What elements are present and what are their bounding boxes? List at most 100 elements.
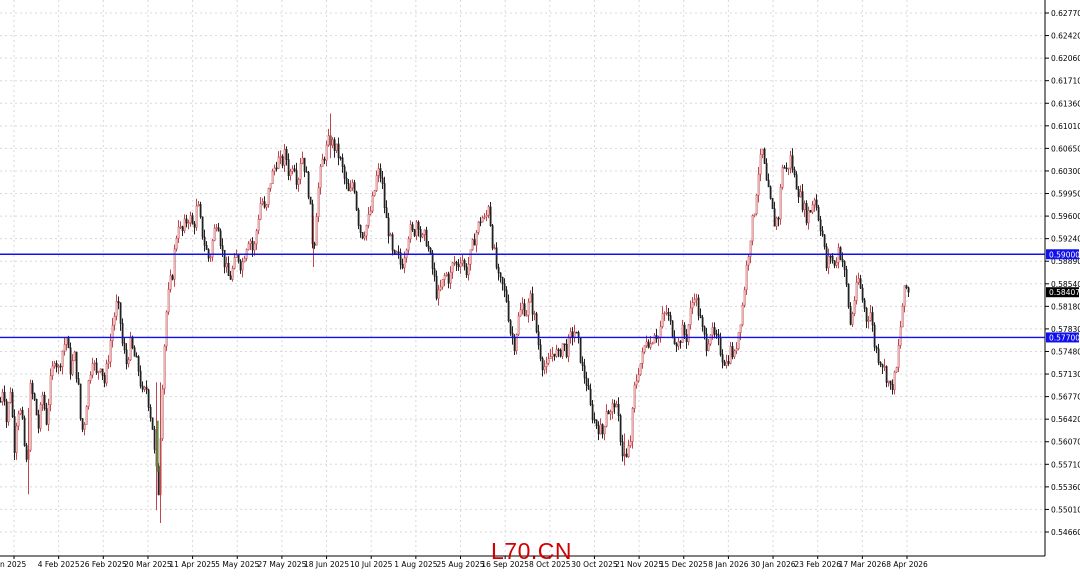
candle [813,197,816,212]
candle [689,300,692,330]
y-tick-label: 0.62420 [1051,32,1080,41]
candle-body [503,283,506,291]
candle-body [425,229,428,247]
candle-body [17,413,20,427]
candle [419,226,422,243]
y-tick-label: 0.56070 [1051,438,1080,447]
candle-body [583,365,586,379]
candle-body [429,248,432,254]
candle-body [595,419,598,427]
candle-body [761,148,764,155]
candle-body [97,371,100,374]
candle [247,241,250,251]
candle [743,286,746,308]
candle-body [715,333,718,336]
candle [189,211,192,227]
candle-body [561,343,564,357]
y-tick-label: 0.58180 [1051,302,1080,311]
candle-body [517,315,520,335]
candle-body [825,246,828,269]
candle-body [467,263,470,276]
candle-body [443,275,446,280]
candle-body [151,417,154,430]
candle [279,150,282,165]
candle-body [605,411,608,427]
candle-body [799,191,802,198]
candle-body [341,157,344,167]
candle [509,319,512,336]
candle-body [29,382,32,451]
candle-body [331,139,334,146]
candle-body [873,324,876,348]
candle [313,241,316,249]
candle [713,322,716,339]
candle [643,345,646,355]
candle [171,274,174,281]
candle [353,179,356,194]
candle [697,294,700,321]
candle [3,385,6,406]
candle [825,243,828,271]
candle-body [339,157,342,159]
candle-body [233,257,236,269]
candle-body [521,303,524,311]
candle [751,214,754,246]
candle-body [185,218,188,224]
candle [747,253,750,271]
candle-body [791,155,794,171]
candle [259,196,262,221]
candle-body [497,267,500,274]
candle-body [609,411,612,415]
candle-body [31,382,34,394]
candle [289,168,292,181]
candle-body [621,441,624,457]
y-tick-label: 0.61360 [1051,99,1080,108]
candle-body [815,199,818,208]
candle-body [99,368,102,372]
candle [531,286,534,321]
candle-body [809,210,812,213]
candle [681,319,684,343]
candle [151,417,154,430]
x-tick-label: 21 Nov 2025 [615,560,663,569]
candle [485,210,488,222]
candle-body [439,286,442,291]
candle-body [651,342,654,345]
candle-body [579,337,582,363]
candle [669,311,672,325]
candle-body [731,346,734,358]
candle-body [201,216,204,238]
candle [639,363,642,376]
candle-body [619,415,622,442]
candle-body [235,254,238,258]
candle-body [229,275,232,280]
candle-body [587,385,590,390]
candle-body [133,347,136,357]
candle-body [819,219,822,232]
candle [25,442,28,463]
candle-body [19,409,22,415]
candle [853,296,856,317]
candle-body [61,350,64,368]
candle-body [643,345,646,353]
y-tick-label: 0.56420 [1051,415,1080,424]
candle [397,245,400,259]
candle [283,144,286,172]
candle [615,400,618,408]
candle [229,270,232,280]
candle [33,392,36,402]
candle-body [455,261,458,265]
candle [267,187,270,208]
candle [663,311,666,322]
candle-body [291,168,294,172]
candle-body [843,261,846,270]
candle [561,343,564,359]
candle-body [509,320,512,334]
candle-body [391,234,394,251]
candle-body [149,406,152,419]
candle [573,324,576,343]
candle-body [481,217,484,223]
candle [667,308,670,321]
candle [219,228,222,249]
candle [687,324,690,346]
